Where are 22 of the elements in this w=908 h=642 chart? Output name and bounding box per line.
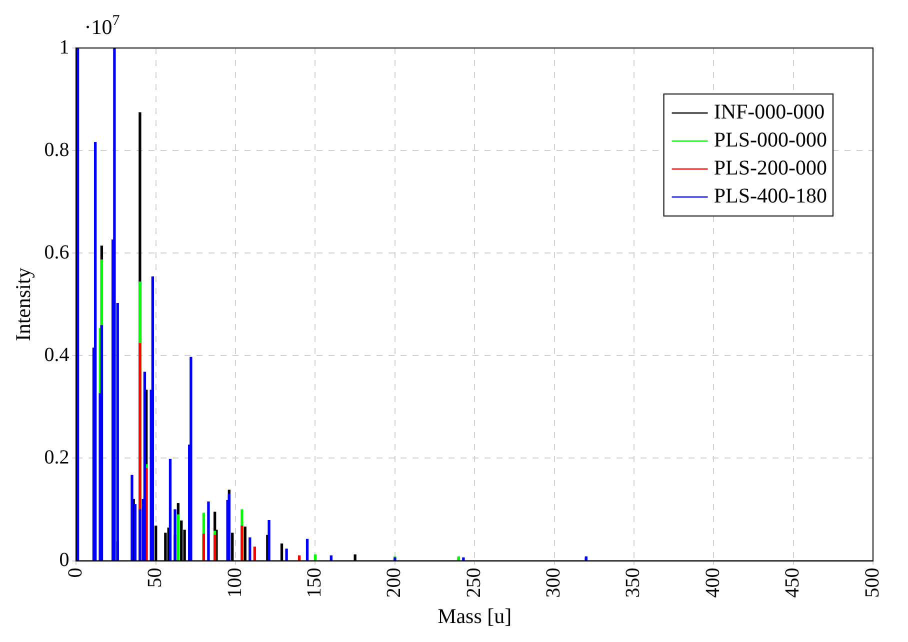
y-tick-label: 0.2 [44,446,70,468]
x-tick-label: 200 [383,568,406,598]
y-tick-label: 0 [59,549,70,572]
x-tick-label: 50 [144,568,166,588]
y-tick-label: 1 [59,36,70,58]
legend-label: PLS-200-000 [714,156,828,180]
y-tick-label: 0.8 [44,138,70,161]
x-tick-label: 150 [303,568,326,598]
x-tick-label: 500 [861,568,884,598]
x-tick-label: 450 [782,568,804,598]
x-tick-label: 100 [224,568,246,598]
x-tick-label: 250 [462,568,485,598]
x-tick-label: 400 [702,568,724,598]
y-tick-label: 0.4 [44,344,70,366]
y-axis-title: Intensity [11,267,36,342]
y-tick-label: 0.6 [44,241,70,264]
legend-label: PLS-000-000 [714,128,828,152]
legend-label: INF-000-000 [714,100,825,124]
x-tick-label: 300 [542,568,565,598]
x-axis-title: Mass [u] [438,604,512,628]
legend-label: PLS-400-180 [714,184,828,208]
x-tick-label: 350 [622,568,644,598]
